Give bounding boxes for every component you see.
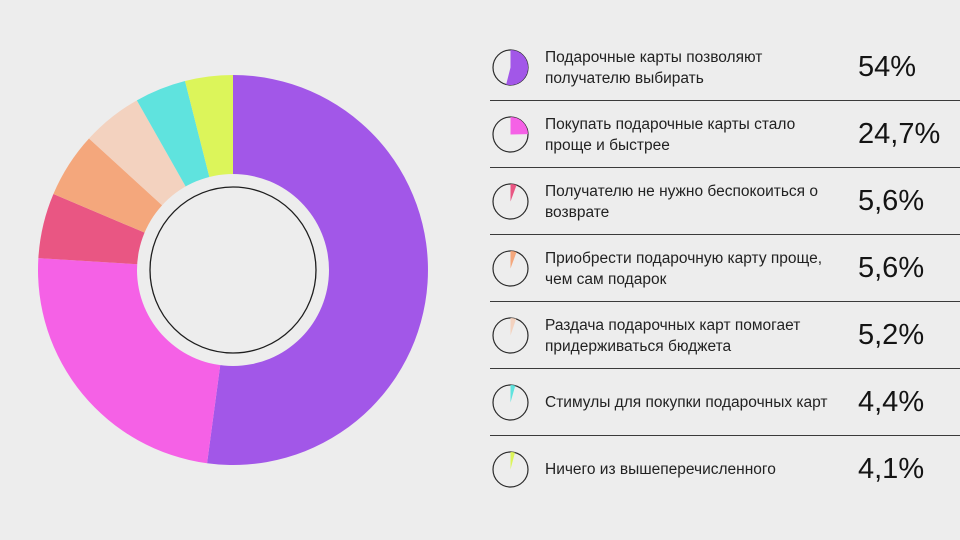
legend-label: Получателю не нужно беспокоиться о возвр… — [545, 182, 818, 221]
legend-label: Ничего из вышеперечисленного — [545, 461, 776, 478]
legend-value: 5,2% — [858, 319, 925, 351]
legend: Подарочные карты позволяют получателю вы… — [490, 34, 960, 503]
mini-pie-slice — [510, 251, 517, 269]
mini-pie-icon — [492, 384, 529, 421]
donut-inner-ring — [149, 186, 317, 354]
legend-value: 5,6% — [858, 252, 925, 284]
legend-row: Подарочные карты позволяют получателю вы… — [490, 34, 960, 101]
legend-value: 24,7% — [858, 118, 941, 150]
mini-pie-slice — [510, 318, 517, 336]
legend-row: Ничего из вышеперечисленного 4,1% — [490, 436, 960, 503]
legend-value: 5,6% — [858, 185, 925, 217]
legend-label: Раздача подарочных карт помогает придерж… — [545, 316, 801, 355]
legend-label: Приобрести подарочную карту проще, чем с… — [545, 249, 823, 288]
legend-row: Раздача подарочных карт помогает придерж… — [490, 302, 960, 369]
legend-label: Стимулы для покупки подарочных карт — [545, 394, 828, 411]
mini-pie-icon — [492, 116, 529, 153]
legend-row: Приобрести подарочную карту проще, чем с… — [490, 235, 960, 302]
legend-row: Покупать подарочные карты стало проще и … — [490, 101, 960, 168]
donut-chart — [38, 75, 428, 465]
legend-row: Получателю не нужно беспокоиться о возвр… — [490, 168, 960, 235]
legend-value: 4,1% — [858, 453, 925, 485]
mini-pie-icon — [492, 451, 529, 488]
donut-chart-area — [0, 0, 470, 540]
legend-row: Стимулы для покупки подарочных карт 4,4% — [490, 369, 960, 436]
mini-pie-slice — [510, 452, 515, 470]
mini-pie-icon — [492, 250, 529, 287]
mini-pie-slice — [510, 385, 516, 403]
mini-pie-slice — [510, 184, 517, 202]
donut-hole — [137, 174, 329, 366]
mini-pie-icon — [492, 183, 529, 220]
mini-pie-icon — [492, 49, 529, 86]
mini-pie-icon — [492, 317, 529, 354]
legend-value: 54% — [858, 51, 917, 83]
mini-pie-slice — [506, 50, 529, 85]
legend-value: 4,4% — [858, 386, 925, 418]
legend-label: Подарочные карты позволяют получателю вы… — [545, 48, 763, 87]
mini-pie-slice — [510, 117, 528, 135]
legend-label: Покупать подарочные карты стало проще и … — [545, 115, 796, 154]
